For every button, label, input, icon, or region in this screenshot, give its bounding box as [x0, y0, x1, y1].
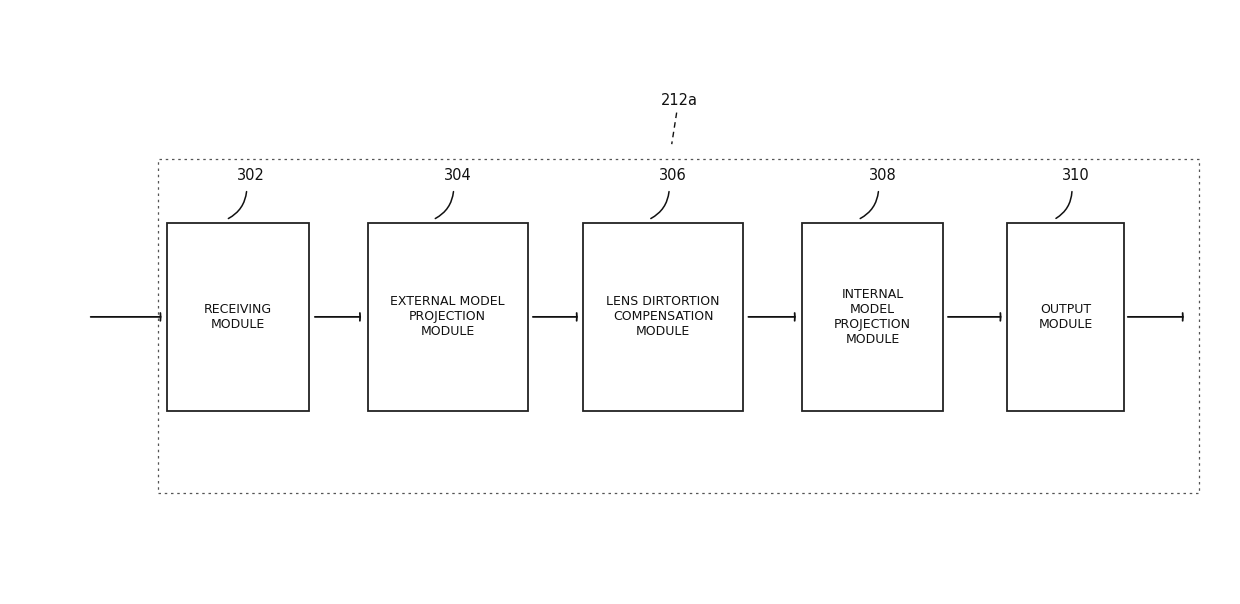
Text: OUTPUT
MODULE: OUTPUT MODULE: [1039, 303, 1092, 331]
Bar: [159, 159, 1199, 493]
Bar: [367, 223, 528, 411]
Text: 310: 310: [1061, 168, 1090, 183]
Text: 212a: 212a: [661, 94, 698, 108]
Text: 304: 304: [444, 168, 471, 183]
Text: 308: 308: [868, 168, 897, 183]
Text: EXTERNAL MODEL
PROJECTION
MODULE: EXTERNAL MODEL PROJECTION MODULE: [391, 295, 505, 338]
Bar: [1007, 223, 1125, 411]
FancyArrowPatch shape: [651, 191, 670, 219]
FancyArrowPatch shape: [435, 191, 454, 219]
Bar: [802, 223, 944, 411]
FancyArrowPatch shape: [861, 191, 878, 219]
Bar: [167, 223, 309, 411]
Bar: [583, 223, 743, 411]
Text: 306: 306: [660, 168, 687, 183]
Text: LENS DIRTORTION
COMPENSATION
MODULE: LENS DIRTORTION COMPENSATION MODULE: [606, 295, 720, 338]
FancyArrowPatch shape: [1056, 191, 1071, 219]
Text: 302: 302: [237, 168, 264, 183]
Text: INTERNAL
MODEL
PROJECTION
MODULE: INTERNAL MODEL PROJECTION MODULE: [835, 288, 911, 346]
Text: RECEIVING
MODULE: RECEIVING MODULE: [205, 303, 273, 331]
FancyArrowPatch shape: [228, 191, 247, 219]
